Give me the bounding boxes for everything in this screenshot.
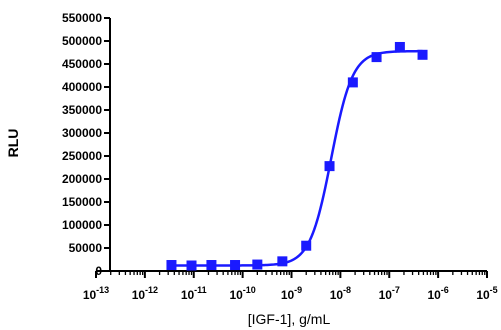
x-tick-label: 10-10 xyxy=(229,285,255,302)
plot-area xyxy=(166,41,428,271)
x-tick-label: 10-11 xyxy=(181,285,207,302)
x-tick-label: 10-13 xyxy=(83,285,109,302)
x-axis-title: [IGF-1], g/mL xyxy=(248,311,331,327)
y-tick-label: 400000 xyxy=(62,80,102,94)
x-tick-label: 10-5 xyxy=(476,285,497,302)
y-tick-label: 250000 xyxy=(62,149,102,163)
data-point xyxy=(371,52,382,63)
x-axis: 10-13 10-12 10-11 10-10 10-9 10-8 10-7 10-6 10-5 xyxy=(83,270,498,302)
fit-curve xyxy=(171,49,423,267)
x-tick-label: 10-8 xyxy=(330,285,351,302)
y-tick-label: 300000 xyxy=(62,126,102,140)
data-point xyxy=(324,161,335,172)
x-tick-label: 10-9 xyxy=(281,285,302,302)
data-point xyxy=(186,260,197,271)
data-point xyxy=(277,256,288,267)
x-tick-label: 10-12 xyxy=(132,285,158,302)
data-point xyxy=(206,260,217,271)
y-tick-label: 150000 xyxy=(62,195,102,209)
data-point xyxy=(394,41,405,52)
data-point xyxy=(252,259,263,270)
data-point xyxy=(417,49,428,60)
data-point xyxy=(230,260,241,271)
y-axis-title: RLU xyxy=(5,129,21,158)
y-tick-label: 500000 xyxy=(62,34,102,48)
x-tick-label: 10-7 xyxy=(379,285,400,302)
y-axis: 0500001000001500002000002500003000003500… xyxy=(62,11,111,278)
x-tick-label: 10-6 xyxy=(427,285,448,302)
y-tick-label: 550000 xyxy=(62,11,102,25)
y-tick-label: 200000 xyxy=(62,172,102,186)
y-tick-label: 50000 xyxy=(69,241,103,255)
y-tick-label: 450000 xyxy=(62,57,102,71)
y-tick-label: 350000 xyxy=(62,103,102,117)
data-point xyxy=(347,77,358,88)
y-tick-label: 100000 xyxy=(62,218,102,232)
data-point xyxy=(166,260,177,271)
data-point xyxy=(301,240,312,251)
